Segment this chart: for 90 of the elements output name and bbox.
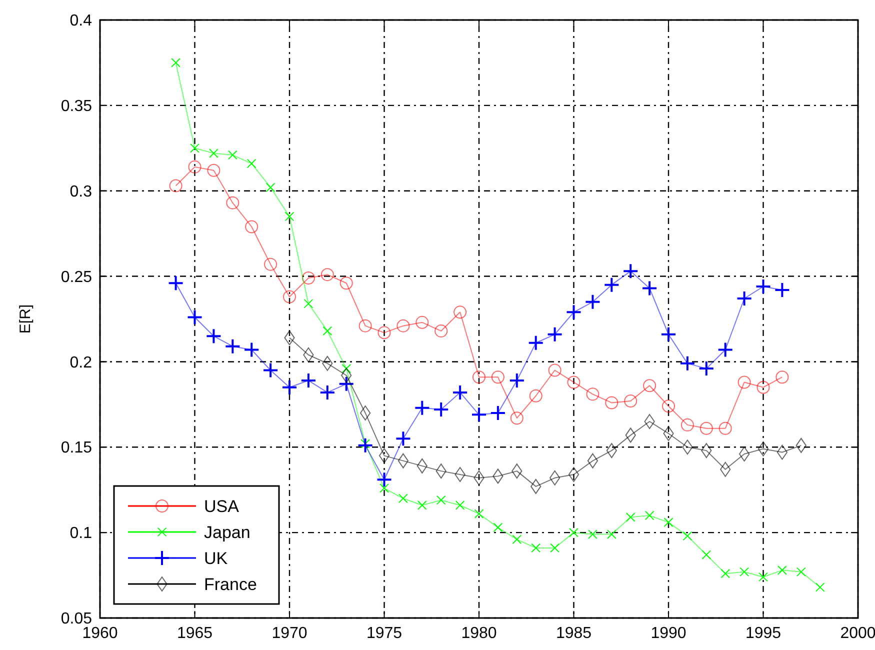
point xyxy=(300,372,316,389)
point xyxy=(740,567,749,577)
point xyxy=(417,500,427,510)
point xyxy=(660,326,676,342)
point xyxy=(531,543,541,553)
point xyxy=(566,304,582,320)
point xyxy=(682,531,692,541)
legend-label: Japan xyxy=(204,522,250,542)
point xyxy=(266,182,276,192)
point xyxy=(186,309,203,326)
point xyxy=(679,355,696,372)
y-axis-title: E[R] xyxy=(17,304,34,334)
point xyxy=(342,364,352,374)
point xyxy=(604,276,620,293)
point xyxy=(471,406,487,423)
x-tick-label: 1975 xyxy=(366,625,402,642)
point xyxy=(698,360,714,377)
x-tick-label: 1995 xyxy=(745,625,782,642)
point xyxy=(550,543,560,553)
point xyxy=(528,334,544,351)
x-tick-label: 1970 xyxy=(272,625,308,642)
point xyxy=(190,143,200,153)
point xyxy=(395,430,412,447)
point xyxy=(168,275,184,292)
point xyxy=(490,404,506,421)
y-tick-label: 0.4 xyxy=(70,12,92,30)
x-tick-label: 1985 xyxy=(556,625,592,642)
point xyxy=(546,326,563,342)
legend-label: France xyxy=(204,574,257,594)
point xyxy=(224,338,241,354)
point xyxy=(736,290,752,306)
x-tick-label: 2000 xyxy=(840,625,875,642)
point xyxy=(584,294,601,310)
point xyxy=(171,58,180,68)
point xyxy=(815,582,825,592)
point xyxy=(720,568,730,578)
point xyxy=(588,530,598,539)
point xyxy=(244,342,260,358)
point xyxy=(758,572,768,582)
point xyxy=(622,263,639,280)
point xyxy=(206,328,222,344)
x-tick-label: 1960 xyxy=(82,625,118,642)
point xyxy=(474,509,484,518)
y-tick-label: 0.2 xyxy=(70,354,92,372)
point xyxy=(644,510,654,520)
point xyxy=(664,518,674,528)
point xyxy=(282,379,298,396)
x-tick-label: 1965 xyxy=(176,625,213,642)
point xyxy=(452,384,468,400)
y-tick-label: 0.05 xyxy=(60,610,92,628)
point xyxy=(228,150,238,160)
x-tick-label: 1990 xyxy=(650,625,686,642)
point xyxy=(319,384,336,400)
point xyxy=(380,483,389,493)
point xyxy=(338,376,354,392)
point xyxy=(455,500,465,510)
point xyxy=(398,494,408,504)
point xyxy=(626,512,636,522)
point xyxy=(360,439,370,448)
point xyxy=(702,550,712,560)
point xyxy=(357,437,374,454)
point xyxy=(774,282,790,298)
y-tick-label: 0.1 xyxy=(70,525,92,542)
y-tick-label: 0.15 xyxy=(60,440,92,457)
legend-label: UK xyxy=(204,548,228,568)
point xyxy=(262,362,279,378)
point xyxy=(512,534,522,544)
point xyxy=(376,472,392,488)
point xyxy=(569,528,578,538)
y-tick-label: 0.35 xyxy=(60,98,92,116)
x-tick-label: 1980 xyxy=(461,625,497,642)
point xyxy=(642,280,658,296)
legend-label: USA xyxy=(204,496,240,516)
point xyxy=(436,495,446,505)
y-tick-label: 0.25 xyxy=(60,268,92,286)
point xyxy=(246,158,256,168)
point xyxy=(414,400,430,416)
y-tick-label: 0.3 xyxy=(70,183,92,200)
point xyxy=(755,278,772,295)
point xyxy=(304,298,314,308)
point xyxy=(508,372,525,389)
point xyxy=(606,530,616,539)
point xyxy=(493,522,503,532)
point xyxy=(209,148,218,158)
point xyxy=(778,565,787,575)
point xyxy=(284,212,294,222)
point xyxy=(796,567,806,577)
point xyxy=(717,342,734,358)
point xyxy=(322,326,332,336)
point xyxy=(433,402,450,418)
